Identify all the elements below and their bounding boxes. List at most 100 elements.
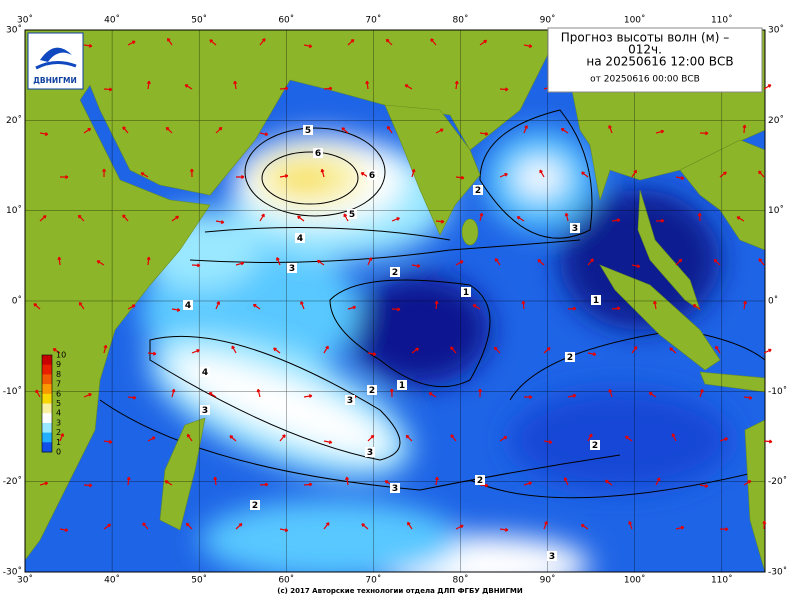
wind-arrow [567, 393, 577, 398]
wind-arrow [587, 258, 594, 266]
wind-arrow [276, 257, 281, 266]
lat-label: 0˚ [768, 295, 778, 306]
contour-label-bg [367, 385, 377, 395]
wind-arrow [102, 168, 107, 178]
lon-label: 50˚ [191, 575, 207, 586]
contour-label-bg [295, 233, 305, 243]
wind-arrow [273, 347, 281, 354]
wind-arrow [297, 215, 305, 222]
wind-arrow [367, 257, 373, 266]
wind-arrow [39, 132, 49, 136]
contour-label-bg [365, 447, 375, 457]
wind-arrow [259, 132, 269, 137]
wind-arrow [259, 213, 265, 222]
colorbar-label: 3 [56, 418, 61, 427]
wind-arrow [743, 480, 752, 486]
wind-arrow [126, 476, 131, 486]
wind-arrow [406, 521, 413, 530]
wind-arrow [341, 127, 349, 134]
wind-arrow [386, 125, 393, 134]
contour-label: 3 [572, 224, 578, 234]
contour-label: 4 [202, 368, 208, 378]
wind-arrow [96, 260, 105, 266]
wind-arrow [523, 125, 528, 134]
contour-label: 2 [567, 353, 573, 363]
contour-label: 4 [185, 301, 191, 311]
wind-arrow [472, 304, 481, 310]
wind-arrow [493, 346, 501, 354]
wind-arrow [83, 483, 93, 488]
wind-arrow [146, 256, 151, 266]
contour-label: 6 [369, 171, 375, 181]
wind-arrow [450, 434, 457, 442]
lon-label: 90˚ [540, 575, 556, 586]
colorbar-label: 1 [56, 438, 61, 447]
wind-arrow [345, 476, 350, 486]
contour-label: 3 [347, 396, 353, 406]
wind-arrow [300, 301, 305, 310]
wind-arrow [604, 479, 613, 486]
wind-arrow [631, 264, 641, 269]
wind-arrow [185, 522, 193, 530]
lat-label: 0˚ [12, 295, 22, 306]
wind-arrow [699, 131, 709, 136]
wind-arrow [215, 301, 221, 310]
wind-arrow [494, 257, 501, 266]
wind-arrow [122, 126, 129, 134]
wind-arrow [347, 305, 357, 310]
wind-arrow [404, 84, 413, 90]
colorbar-label: 6 [56, 389, 61, 398]
wind-arrow [692, 304, 701, 310]
lat-label: 10˚ [768, 205, 784, 216]
wind-arrow [697, 212, 702, 222]
wind-arrow [523, 44, 533, 48]
wind-arrow [147, 351, 157, 356]
contour-label-bg [250, 500, 260, 510]
wind-arrow [279, 86, 289, 91]
wind-arrow [279, 434, 286, 442]
wind-arrow [215, 126, 223, 134]
wind-arrow [213, 476, 218, 486]
wind-arrow [543, 440, 553, 444]
contour-label-bg [570, 223, 580, 233]
wind-arrow [743, 300, 747, 310]
wind-arrow [736, 216, 745, 222]
contour-label-bg [303, 125, 313, 135]
wind-arrow [209, 39, 217, 46]
wind-arrow [713, 258, 721, 266]
contour-label: 2 [369, 386, 375, 396]
lon-label: 70˚ [365, 15, 381, 26]
contour-label: 3 [289, 264, 295, 274]
lon-label: 40˚ [104, 575, 120, 586]
title-box: Прогноз высоты волн (м) – 012ч. на 20250… [547, 27, 763, 93]
wind-arrow [103, 523, 112, 530]
wind-arrow [191, 349, 200, 354]
contour-label: 5 [305, 126, 311, 136]
colorbar-label: 9 [56, 360, 61, 369]
wind-arrow [516, 216, 525, 222]
wind-arrow [675, 176, 685, 180]
wind-arrow [59, 528, 69, 532]
wind-arrow [323, 522, 330, 530]
wind-arrow [564, 212, 569, 222]
wind-arrow [430, 38, 437, 46]
wind-arrow [719, 437, 729, 442]
wind-arrow [523, 395, 533, 400]
colorbar-segment [42, 422, 52, 434]
wind-arrow [587, 352, 597, 357]
wind-arrow [450, 346, 457, 354]
wind-arrow [479, 212, 484, 222]
wind-arrow [675, 525, 685, 530]
wind-arrow [653, 300, 657, 310]
wind-arrow [671, 433, 677, 442]
wind-arrow [537, 259, 545, 266]
wind-arrow [189, 168, 194, 178]
wind-arrow [608, 125, 613, 134]
wind-arrow [78, 301, 85, 310]
colorbar-label: 4 [56, 409, 61, 418]
wind-arrow [252, 303, 261, 310]
wind-arrow [146, 80, 151, 90]
contour-label-bg [473, 185, 483, 195]
colorbar-segment [42, 393, 52, 404]
